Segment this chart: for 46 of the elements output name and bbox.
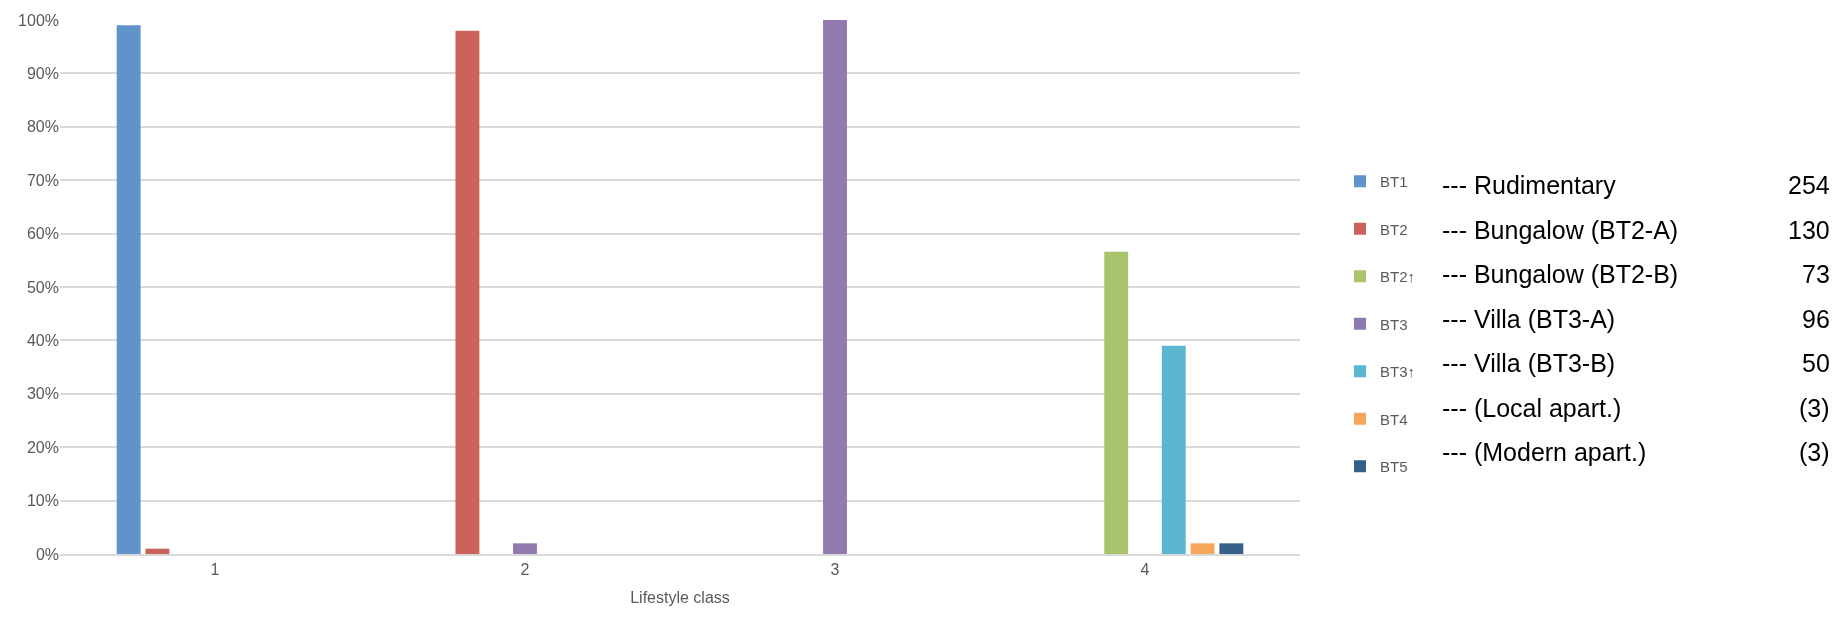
text: 130 <box>1788 216 1830 244</box>
x-tick-label: 3 <box>830 560 840 578</box>
y-tick-label: 10% <box>26 492 59 510</box>
y-tick-label: 20% <box>26 438 59 456</box>
text: --- (Local apart.) <box>1442 394 1622 422</box>
legend-label: BT2 <box>1380 220 1408 238</box>
y-tick-label: 50% <box>26 278 59 296</box>
y-tick-label: 30% <box>26 385 59 403</box>
legend-label: BT5 <box>1380 458 1408 476</box>
text: --- Bungalow (BT2-A) <box>1442 216 1679 244</box>
bar <box>145 548 170 554</box>
legend-label: BT3 <box>1380 315 1408 333</box>
y-tick-label: 70% <box>26 171 59 189</box>
text: (3) <box>1799 438 1830 466</box>
text: 254 <box>1788 171 1830 199</box>
text: 50 <box>1802 349 1830 377</box>
bar <box>823 20 847 554</box>
text: --- Villa (BT3-A) <box>1442 305 1616 333</box>
legend-label: BT3↑ <box>1380 363 1416 381</box>
legend-label: BT2↑ <box>1380 268 1416 286</box>
y-tick-label: 60% <box>26 225 59 243</box>
x-tick-label: 2 <box>520 560 530 578</box>
y-tick-label: 80% <box>26 118 59 136</box>
bar <box>116 25 141 554</box>
bar <box>1104 251 1129 554</box>
legend-label: BT1 <box>1380 173 1408 191</box>
x-tick-label: 4 <box>1140 560 1150 578</box>
text: --- Villa (BT3-B) <box>1442 349 1616 377</box>
text: --- Bungalow (BT2-B) <box>1442 260 1679 288</box>
bar <box>1219 543 1244 554</box>
x-axis-title: Lifestyle class <box>630 589 730 607</box>
text: 73 <box>1802 260 1830 288</box>
x-tick-label: 1 <box>210 560 220 578</box>
y-tick-label: 90% <box>26 65 59 82</box>
text: 96 <box>1802 305 1830 333</box>
text: --- (Modern apart.) <box>1442 438 1647 466</box>
text: --- Rudimentary <box>1442 171 1617 199</box>
text: (3) <box>1799 394 1830 422</box>
bar <box>455 30 480 554</box>
legend-label: BT4 <box>1380 410 1408 428</box>
bar <box>1190 543 1215 554</box>
y-tick-label: 40% <box>26 332 59 349</box>
y-tick-label: 100% <box>18 11 59 29</box>
bar <box>513 543 537 554</box>
y-tick-label: 0% <box>35 545 59 563</box>
bar <box>1161 345 1186 554</box>
